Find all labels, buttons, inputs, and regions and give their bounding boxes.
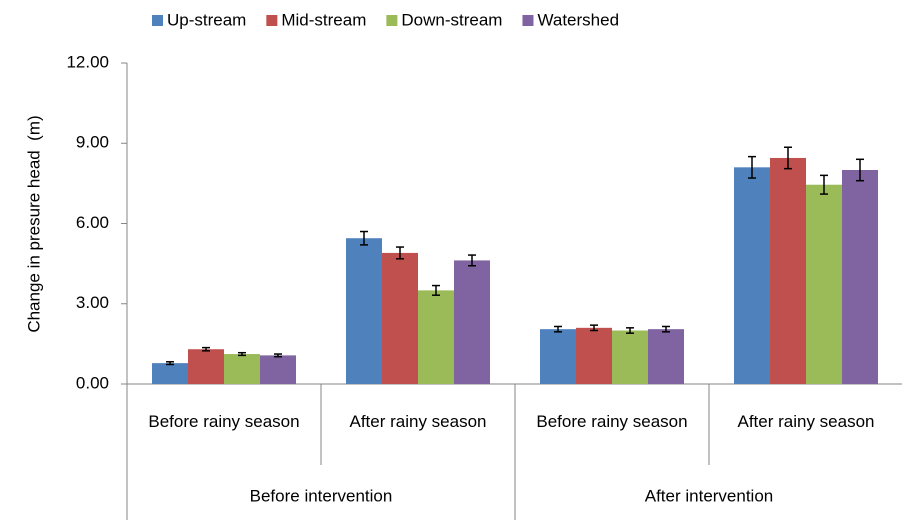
y-tick-label: 12.00 (66, 52, 109, 71)
y-axis-title: Change in presure head (m) (24, 115, 43, 332)
error-bar (590, 324, 598, 332)
error-bar (396, 246, 404, 260)
legend-swatch (266, 15, 278, 26)
error-bar (662, 325, 670, 333)
error-bar (554, 325, 562, 333)
bar (346, 238, 382, 384)
error-bar (856, 158, 864, 182)
legend-label: Up-stream (167, 10, 246, 29)
bar (612, 330, 648, 384)
error-bar (166, 361, 174, 366)
x-tick-label: After rainy season (737, 412, 875, 431)
legend-swatch (386, 15, 398, 26)
bar (576, 327, 612, 384)
error-bar (238, 351, 246, 357)
error-bar (360, 230, 368, 246)
bar (770, 157, 806, 384)
legend-swatch (522, 15, 534, 26)
error-bar (274, 353, 282, 358)
y-tick-label: 3.00 (76, 293, 109, 312)
error-bar (468, 254, 476, 267)
bar (224, 354, 260, 384)
x-tick-label: Before rainy season (536, 412, 688, 431)
error-bar (432, 284, 440, 296)
bar (734, 167, 770, 384)
error-bar (748, 155, 756, 179)
error-bar (820, 174, 828, 195)
bar (454, 260, 490, 384)
group-label: After intervention (645, 486, 774, 505)
group-label: Before intervention (250, 486, 393, 505)
legend-swatch (152, 15, 163, 26)
legend-label: Mid-stream (281, 10, 366, 29)
bar (540, 329, 576, 384)
bar (188, 349, 224, 384)
error-bar (784, 146, 792, 170)
x-tick-label: After rainy season (349, 412, 487, 431)
bar (382, 252, 418, 384)
bar (418, 290, 454, 384)
bar (152, 363, 188, 384)
bar (260, 355, 296, 384)
y-tick-label: 6.00 (76, 213, 109, 232)
bar (648, 329, 684, 384)
y-tick-label: 0.00 (76, 373, 109, 392)
bar (806, 184, 842, 384)
error-bar (202, 346, 210, 352)
x-tick-label: Before rainy season (148, 412, 300, 431)
legend-label: Down-stream (401, 10, 502, 29)
bar (842, 170, 878, 384)
y-tick-label: 9.00 (76, 133, 109, 152)
legend-label: Watershed (537, 10, 619, 29)
error-bar (626, 327, 634, 334)
